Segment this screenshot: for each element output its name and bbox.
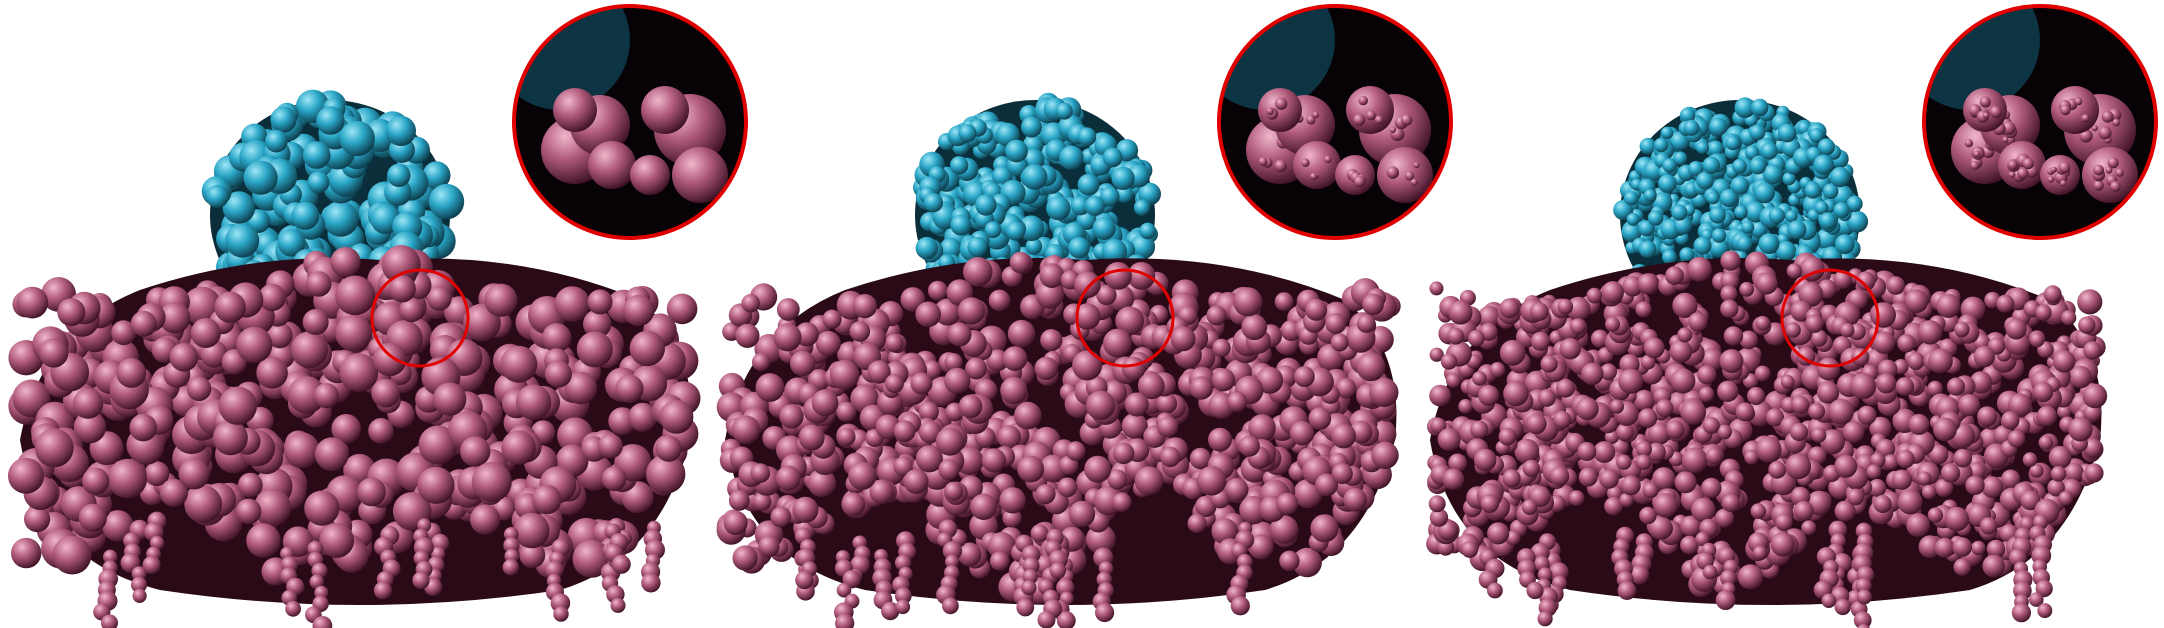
pink-protein: [1426, 250, 2108, 628]
red-circle-icon: [370, 268, 470, 368]
pink-protein: [716, 251, 1401, 628]
zoom-inset: [1922, 4, 2158, 240]
protein-render: [8, 4, 748, 628]
red-circle-icon: [1075, 268, 1175, 368]
pink-protein: [8, 245, 701, 628]
protein-render: [716, 4, 1453, 628]
zoom-inset: [512, 4, 748, 240]
render-panel-c: [1410, 0, 2158, 628]
render-panel-b: [705, 0, 1453, 628]
red-circle-icon: [1780, 268, 1880, 368]
zoom-inset: [1217, 4, 1453, 240]
render-panel-a: [0, 0, 748, 628]
protein-render: [1426, 4, 2158, 628]
